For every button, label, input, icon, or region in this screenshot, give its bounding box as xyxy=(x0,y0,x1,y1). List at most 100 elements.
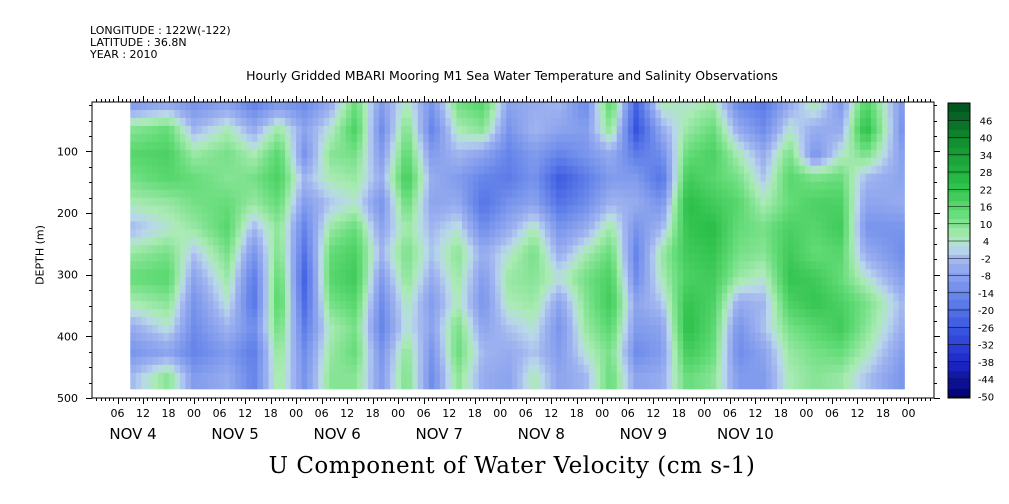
heatmap-cell xyxy=(688,149,695,159)
heatmap-cell xyxy=(163,173,170,183)
heatmap-cell xyxy=(246,356,253,366)
heatmap-cell xyxy=(202,253,209,262)
latitude-label: LATITUDE : 36.8N xyxy=(90,36,187,49)
heatmap-cell xyxy=(860,301,867,310)
heatmap-cell xyxy=(887,332,894,342)
heatmap-cell xyxy=(594,117,601,127)
heatmap-cell xyxy=(130,380,137,390)
heatmap-cell xyxy=(323,245,330,254)
heatmap-cell xyxy=(600,221,607,231)
heatmap-cell xyxy=(782,221,789,231)
heatmap-cell xyxy=(627,269,634,278)
heatmap-cell xyxy=(782,309,789,318)
heatmap-cell xyxy=(152,189,159,199)
heatmap-cell xyxy=(334,317,341,326)
heatmap-cell xyxy=(705,340,712,350)
heatmap-cell xyxy=(224,317,231,326)
heatmap-cell xyxy=(594,173,601,183)
heatmap-cell xyxy=(157,269,165,278)
heatmap-cell xyxy=(401,293,408,302)
heatmap-cell xyxy=(268,253,275,262)
heatmap-cell xyxy=(660,325,668,334)
heatmap-cell xyxy=(622,189,629,199)
heatmap-cell xyxy=(268,285,275,294)
heatmap-cell xyxy=(727,285,734,294)
heatmap-cell xyxy=(517,356,524,366)
heatmap-cell xyxy=(246,117,253,127)
heatmap-cell xyxy=(517,237,524,246)
heatmap-cell xyxy=(810,125,817,135)
heatmap-cell xyxy=(860,317,867,326)
heatmap-cell xyxy=(296,372,303,382)
heatmap-cell xyxy=(600,340,607,350)
heatmap-cell xyxy=(649,380,657,390)
heatmap-cell xyxy=(318,221,325,231)
heatmap-cell xyxy=(417,348,424,358)
heatmap-cell xyxy=(268,380,275,390)
heatmap-cell xyxy=(235,301,242,310)
heatmap-cell xyxy=(589,372,596,382)
heatmap-cell xyxy=(572,117,579,127)
heatmap-cell xyxy=(743,157,751,167)
heatmap-cell xyxy=(804,245,811,254)
heatmap-cell xyxy=(312,237,319,246)
heatmap-cell xyxy=(600,149,607,159)
heatmap-cell xyxy=(434,221,441,231)
heatmap-cell xyxy=(213,189,220,199)
heatmap-cell xyxy=(649,261,657,270)
heatmap-cell xyxy=(495,173,502,183)
heatmap-cell xyxy=(578,229,585,239)
heatmap-cell xyxy=(799,189,806,199)
heatmap-cell xyxy=(522,229,529,239)
heatmap-cell xyxy=(428,277,435,286)
heatmap-cell xyxy=(766,205,773,215)
heatmap-cell xyxy=(257,356,264,366)
heatmap-cell xyxy=(694,157,701,167)
heatmap-cell xyxy=(860,380,867,390)
heatmap-cell xyxy=(417,356,424,366)
heatmap-cell xyxy=(821,372,828,382)
heatmap-cell xyxy=(876,157,883,167)
heatmap-cell xyxy=(832,277,839,286)
heatmap-cell xyxy=(240,340,247,350)
heatmap-cell xyxy=(384,221,391,231)
heatmap-cell xyxy=(572,213,579,223)
heatmap-cell xyxy=(130,173,137,183)
heatmap-cell xyxy=(180,165,187,175)
heatmap-cell xyxy=(434,261,441,270)
heatmap-cell xyxy=(672,325,679,334)
heatmap-cell xyxy=(191,340,198,350)
heatmap-cell xyxy=(738,102,745,111)
heatmap-cell xyxy=(782,157,789,167)
heatmap-cell xyxy=(506,245,513,254)
heatmap-cell xyxy=(865,229,872,239)
heatmap-cell xyxy=(500,285,507,294)
heatmap-cell xyxy=(318,237,325,246)
heatmap-cell xyxy=(837,109,845,119)
heatmap-cell xyxy=(174,340,181,350)
heatmap-cell xyxy=(732,293,739,302)
heatmap-cell xyxy=(854,133,861,143)
heatmap-cell xyxy=(445,117,452,127)
heatmap-cell xyxy=(694,189,701,199)
heatmap-cell xyxy=(279,117,286,127)
heatmap-cell xyxy=(141,221,148,231)
heatmap-cell xyxy=(146,237,153,246)
heatmap-cell xyxy=(456,356,463,366)
heatmap-cell xyxy=(229,117,236,127)
heatmap-cell xyxy=(732,141,739,151)
heatmap-cell xyxy=(567,165,574,175)
heatmap-cell xyxy=(224,189,231,199)
heatmap-cell xyxy=(445,229,452,239)
heatmap-cell xyxy=(666,117,673,127)
heatmap-cell xyxy=(544,317,552,326)
heatmap-cell xyxy=(279,173,286,183)
heatmap-cell xyxy=(500,277,507,286)
heatmap-cell xyxy=(196,173,203,183)
heatmap-cell xyxy=(699,237,706,246)
heatmap-cell xyxy=(506,102,513,111)
heatmap-cell xyxy=(594,125,601,135)
heatmap-cell xyxy=(810,157,817,167)
heatmap-cell xyxy=(196,157,203,167)
heatmap-cell xyxy=(506,165,513,175)
